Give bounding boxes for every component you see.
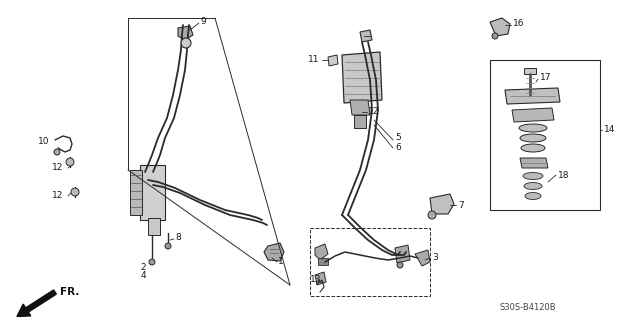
Text: 18: 18 <box>558 170 570 180</box>
Polygon shape <box>415 250 430 266</box>
Polygon shape <box>148 218 160 235</box>
Text: 17: 17 <box>540 73 552 83</box>
Text: 2: 2 <box>140 263 146 272</box>
Polygon shape <box>354 115 366 128</box>
Polygon shape <box>520 158 548 168</box>
Circle shape <box>66 158 74 166</box>
Polygon shape <box>315 244 328 260</box>
Text: 14: 14 <box>604 125 616 135</box>
Circle shape <box>428 211 436 219</box>
Polygon shape <box>490 18 510 36</box>
Circle shape <box>71 188 79 196</box>
Text: 11: 11 <box>308 56 319 64</box>
Polygon shape <box>315 272 326 285</box>
Polygon shape <box>328 55 338 66</box>
FancyArrow shape <box>17 290 56 316</box>
Polygon shape <box>318 258 328 265</box>
Text: 7: 7 <box>458 201 464 210</box>
Circle shape <box>181 38 191 48</box>
Polygon shape <box>264 243 284 261</box>
Ellipse shape <box>523 173 543 180</box>
Ellipse shape <box>520 134 546 142</box>
Ellipse shape <box>521 144 545 152</box>
Text: 10: 10 <box>38 137 49 146</box>
Polygon shape <box>130 170 142 215</box>
Text: 12: 12 <box>368 108 380 116</box>
Ellipse shape <box>525 192 541 199</box>
Text: S30S-B4120B: S30S-B4120B <box>500 303 557 313</box>
Circle shape <box>165 243 171 249</box>
Polygon shape <box>524 68 536 74</box>
Circle shape <box>492 33 498 39</box>
Text: FR.: FR. <box>60 287 79 297</box>
Polygon shape <box>395 245 410 263</box>
Ellipse shape <box>524 182 542 189</box>
Text: 9: 9 <box>200 18 205 26</box>
Circle shape <box>397 262 403 268</box>
Text: 4: 4 <box>140 271 146 280</box>
Text: 3: 3 <box>432 254 438 263</box>
Ellipse shape <box>519 124 547 132</box>
Text: 8: 8 <box>175 234 180 242</box>
Polygon shape <box>342 52 382 103</box>
Text: 12: 12 <box>52 191 63 201</box>
Circle shape <box>54 149 60 155</box>
Polygon shape <box>430 194 454 214</box>
Text: 6: 6 <box>395 144 401 152</box>
Polygon shape <box>360 30 372 42</box>
Circle shape <box>149 259 155 265</box>
Polygon shape <box>505 88 560 104</box>
Polygon shape <box>512 108 554 122</box>
Text: 5: 5 <box>395 133 401 143</box>
Text: 16: 16 <box>513 19 525 28</box>
Polygon shape <box>140 165 165 220</box>
Polygon shape <box>178 26 193 40</box>
Text: 1: 1 <box>278 257 284 266</box>
Polygon shape <box>350 100 370 115</box>
Text: 12: 12 <box>52 164 63 173</box>
Text: 13: 13 <box>310 276 321 285</box>
